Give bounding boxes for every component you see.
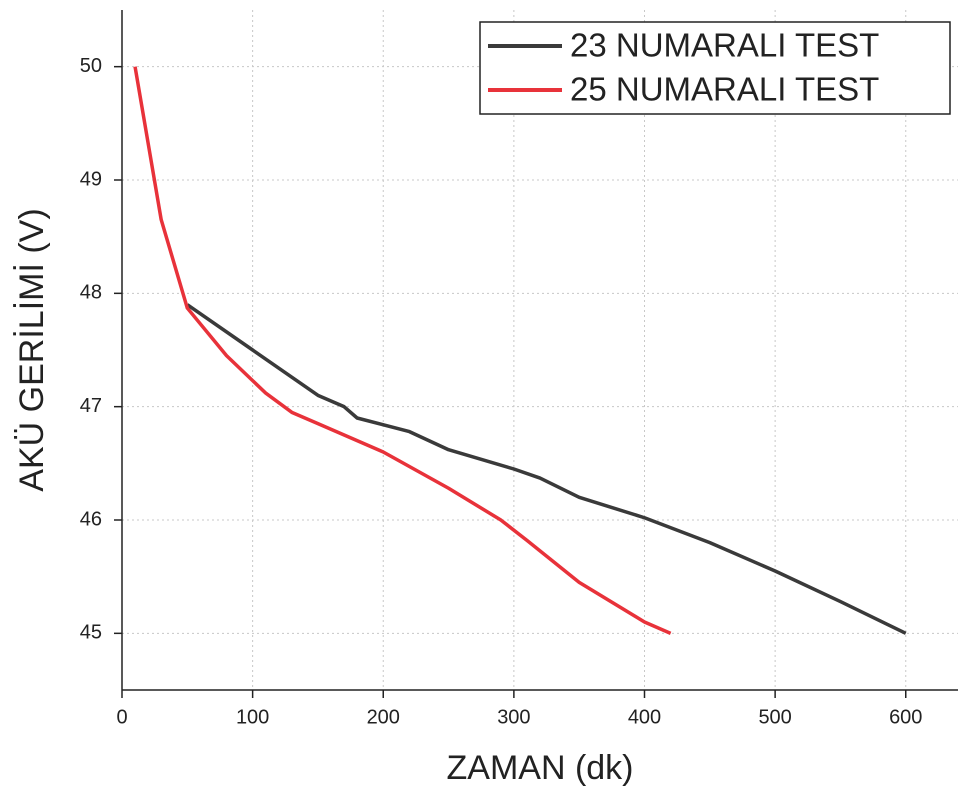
y-tick-label: 49 <box>80 168 102 190</box>
x-tick-label: 300 <box>497 706 530 728</box>
x-tick-label: 500 <box>758 706 791 728</box>
legend-label: 23 NUMARALI TEST <box>570 27 879 64</box>
x-tick-label: 600 <box>889 706 922 728</box>
legend-box <box>479 21 951 115</box>
line-series <box>186 303 907 635</box>
y-tick-label: 48 <box>80 282 102 304</box>
y-tick-label: 47 <box>80 395 102 417</box>
y-tick-label: 50 <box>80 55 102 77</box>
y-tick-label: 46 <box>80 508 102 530</box>
x-axis-title: ZAMAN (dk) <box>447 749 634 787</box>
y-axis-title: AKÜ GERİLİMİ (V) <box>13 208 51 491</box>
x-tick-label: 100 <box>236 706 269 728</box>
x-tick-label: 400 <box>628 706 661 728</box>
y-tick-label: 45 <box>80 622 102 644</box>
legend-label: 25 NUMARALI TEST <box>570 71 879 108</box>
x-tick-label: 200 <box>367 706 400 728</box>
line-series <box>133 66 672 635</box>
x-tick-label: 0 <box>116 706 127 728</box>
